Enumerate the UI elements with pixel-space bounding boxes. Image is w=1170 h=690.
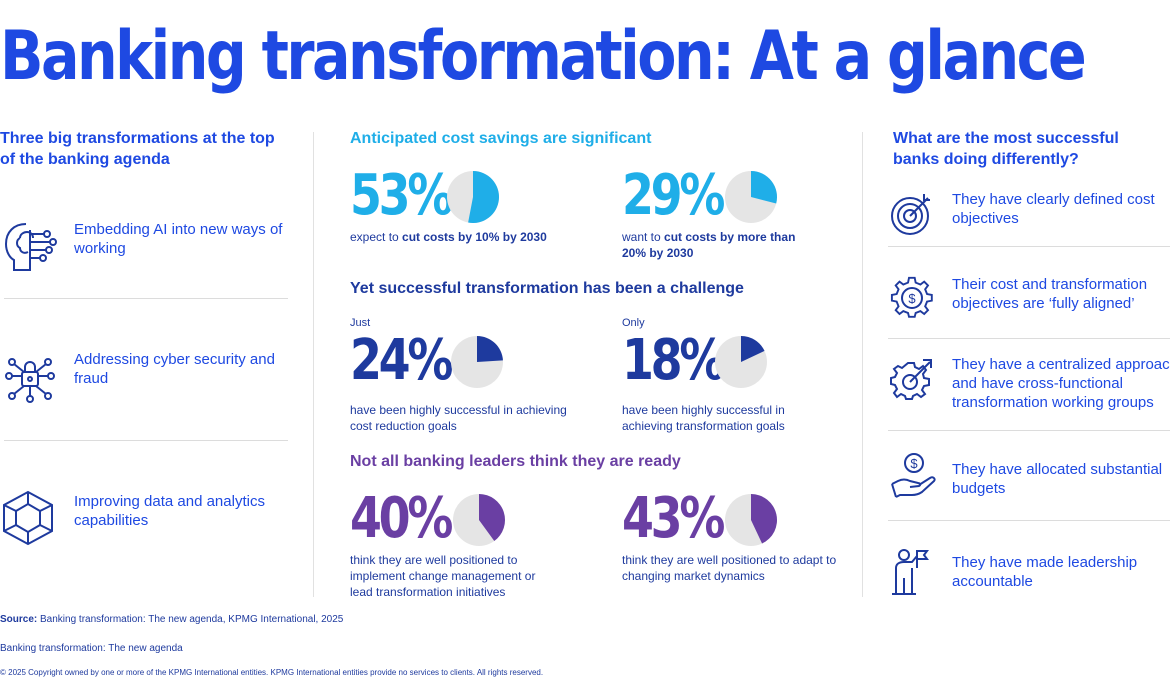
page-title: Banking transformation: At a glance — [0, 17, 1087, 96]
section-heading: Not all banking leaders think they are r… — [350, 453, 681, 470]
stat-percent: 24% — [350, 328, 453, 393]
copyright: © 2025 Copyright owned by one or more of… — [0, 668, 544, 677]
transformation-label: Addressing cyber security and fraud — [74, 351, 275, 387]
pie-slice — [741, 336, 765, 362]
stat-description: think they are well positioned to implem… — [350, 553, 536, 599]
pie-chart — [447, 171, 499, 223]
transformation-item: Improving data and analytics capabilitie… — [0, 480, 290, 550]
hand-coin-icon: $ — [891, 453, 936, 498]
cyber-lock-icon — [5, 358, 55, 403]
transformation-item: Addressing cyber security and fraud — [0, 338, 290, 408]
divider — [888, 430, 1170, 431]
stat-description: have been highly successful in achieving… — [350, 403, 567, 433]
success-factor-label: They have made leadership accountable — [952, 554, 1138, 590]
divider — [888, 246, 1170, 247]
pie-slice — [751, 171, 777, 204]
stat-description: have been highly successful in achieving… — [622, 403, 785, 433]
data-cube-icon — [3, 490, 53, 546]
source-note: Source: Banking transformation: The new … — [0, 614, 344, 625]
gear-arrow-icon — [890, 359, 932, 400]
stat-percent: 29% — [622, 163, 725, 228]
stat-percent: 43% — [622, 486, 725, 551]
column-divider — [313, 132, 314, 597]
leader-flag-icon — [892, 549, 929, 595]
svg-text:$: $ — [908, 291, 916, 306]
stat-description: expect to cut costs by 10% by 2030 — [350, 230, 547, 244]
divider — [888, 520, 1170, 521]
transformation-label: Improving data and analytics capabilitie… — [74, 493, 265, 529]
stat-description: want to cut costs by more than 20% by 20… — [622, 230, 796, 260]
stat-block: 29% want to cut costs by more than 20% b… — [622, 165, 872, 261]
stat-qualifier: Just — [350, 317, 371, 329]
column-divider — [862, 132, 863, 597]
stat-block: 53% expect to cut costs by 10% by 2030 — [350, 165, 600, 245]
success-factor-label: They have clearly defined cost objective… — [952, 191, 1155, 227]
pie-slice — [479, 494, 505, 542]
left-heading: Three big transformations at the top of … — [0, 130, 275, 168]
transformation-label: Embedding AI into new ways of working — [74, 221, 283, 257]
success-factor-label: Their cost and transformation objectives… — [952, 276, 1148, 312]
success-factor-label: They have allocated substantial budgets — [952, 461, 1163, 497]
stat-block: Only 18% have been highly successful in … — [622, 316, 872, 434]
pie-chart — [725, 171, 777, 223]
section-heading: Yet successful transformation has been a… — [350, 280, 744, 297]
stat-block: 43% think they are well positioned to ad… — [622, 488, 872, 584]
divider — [888, 338, 1170, 339]
pie-chart — [453, 494, 505, 546]
divider — [4, 298, 288, 299]
ai-brain-icon — [4, 223, 57, 271]
stat-percent: 18% — [622, 328, 725, 393]
right-heading: What are the most successful banks doing… — [893, 130, 1119, 168]
pie-chart — [725, 494, 777, 546]
success-factor-label: They have a centralized approach and hav… — [952, 356, 1170, 411]
pie-chart — [715, 336, 767, 388]
pie-chart — [451, 336, 503, 388]
target-icon — [891, 194, 930, 235]
stat-block: 40% think they are well positioned to im… — [350, 488, 600, 600]
section-heading: Anticipated cost savings are significant — [350, 130, 652, 147]
transformation-item: Embedding AI into new ways of working — [0, 208, 290, 278]
stat-percent: 40% — [350, 486, 453, 551]
stat-percent: 53% — [350, 163, 453, 228]
stat-qualifier: Only — [622, 317, 645, 329]
pie-slice — [477, 336, 503, 362]
stat-block: Just 24% have been highly successful in … — [350, 316, 600, 434]
stat-description: think they are well positioned to adapt … — [622, 553, 837, 583]
pie-slice — [468, 171, 499, 223]
pie-slice — [751, 494, 777, 544]
publication-name: Banking transformation: The new agenda — [0, 643, 183, 654]
divider — [4, 440, 288, 441]
gear-dollar-icon: $ — [890, 276, 933, 318]
svg-text:$: $ — [910, 456, 918, 471]
